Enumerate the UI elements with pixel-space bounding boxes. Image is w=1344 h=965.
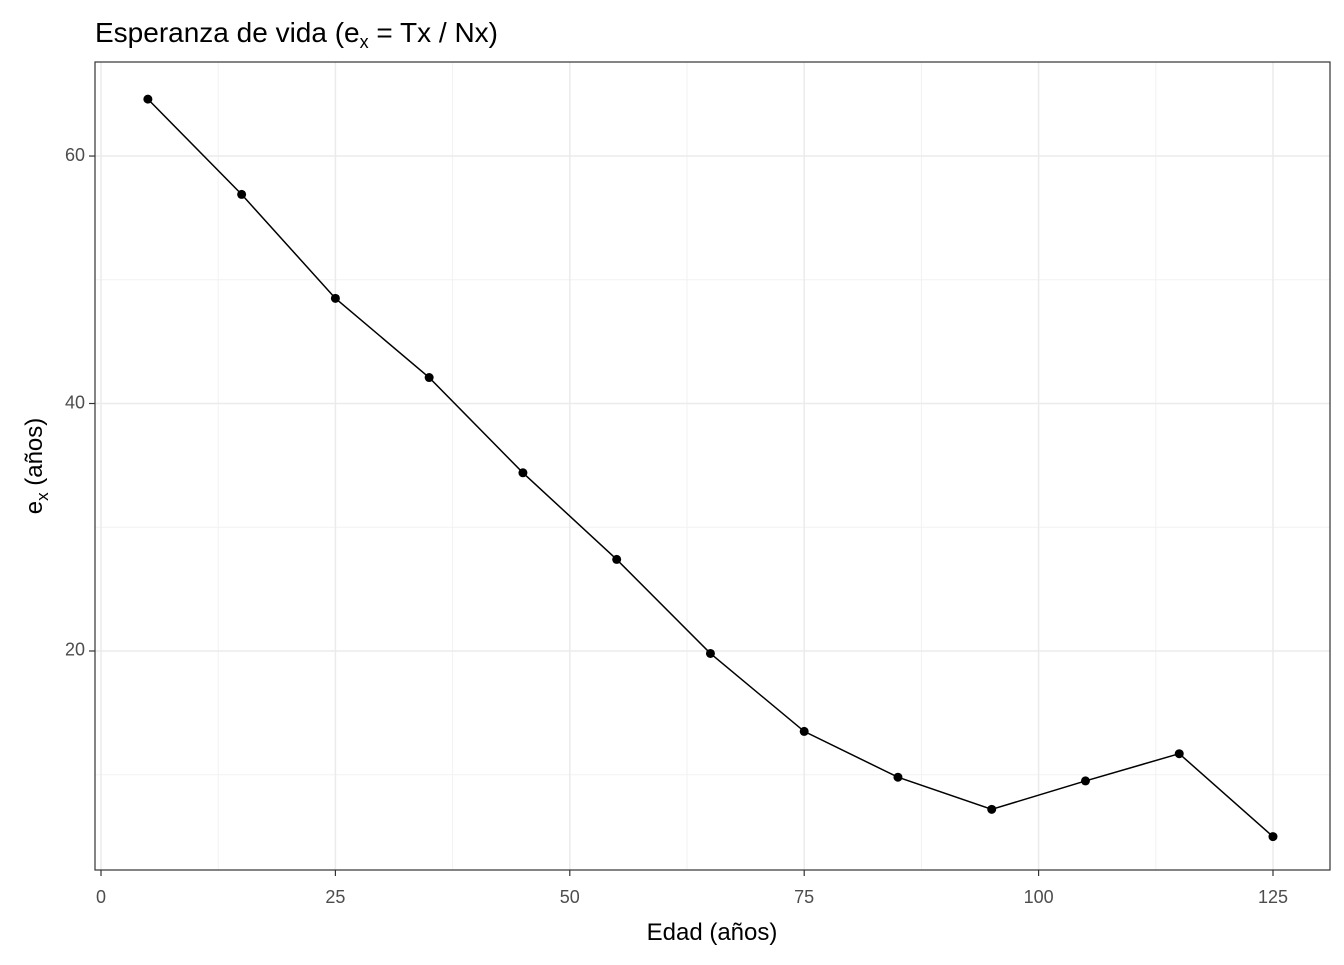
point [330, 293, 340, 303]
point [705, 648, 715, 658]
point [237, 189, 247, 199]
x-tick-label: 125 [1258, 887, 1288, 907]
x-tick-label: 0 [96, 887, 106, 907]
y-title-part: (años) [21, 418, 48, 493]
point [987, 804, 997, 814]
point [799, 726, 809, 736]
point [612, 554, 622, 564]
y-title-part: e [21, 501, 48, 514]
y-tick-label: 20 [65, 640, 85, 660]
point [424, 373, 434, 383]
point [1080, 776, 1090, 786]
y-title-subscript: x [33, 492, 52, 501]
x-tick-label: 50 [560, 887, 580, 907]
panel-border [94, 61, 1331, 871]
x-axis-title: Edad (años) [647, 919, 778, 946]
x-tick-label: 75 [794, 887, 814, 907]
x-tick-label: 100 [1024, 887, 1054, 907]
title-part: = Tx / Nx) [369, 17, 498, 48]
point [1268, 832, 1278, 842]
point [518, 468, 528, 478]
title-subscript: x [360, 32, 369, 52]
y-axis-title: ex (años) [21, 418, 52, 515]
point [893, 772, 903, 782]
grid [95, 62, 1330, 870]
point [1174, 749, 1184, 759]
y-tick-label: 40 [65, 392, 85, 412]
y-tick-label: 60 [65, 145, 85, 165]
point [143, 94, 153, 104]
chart-title: Esperanza de vida (ex = Tx / Nx) [95, 17, 498, 52]
title-part: Esperanza de vida (e [95, 17, 360, 48]
x-tick-label: 25 [325, 887, 345, 907]
